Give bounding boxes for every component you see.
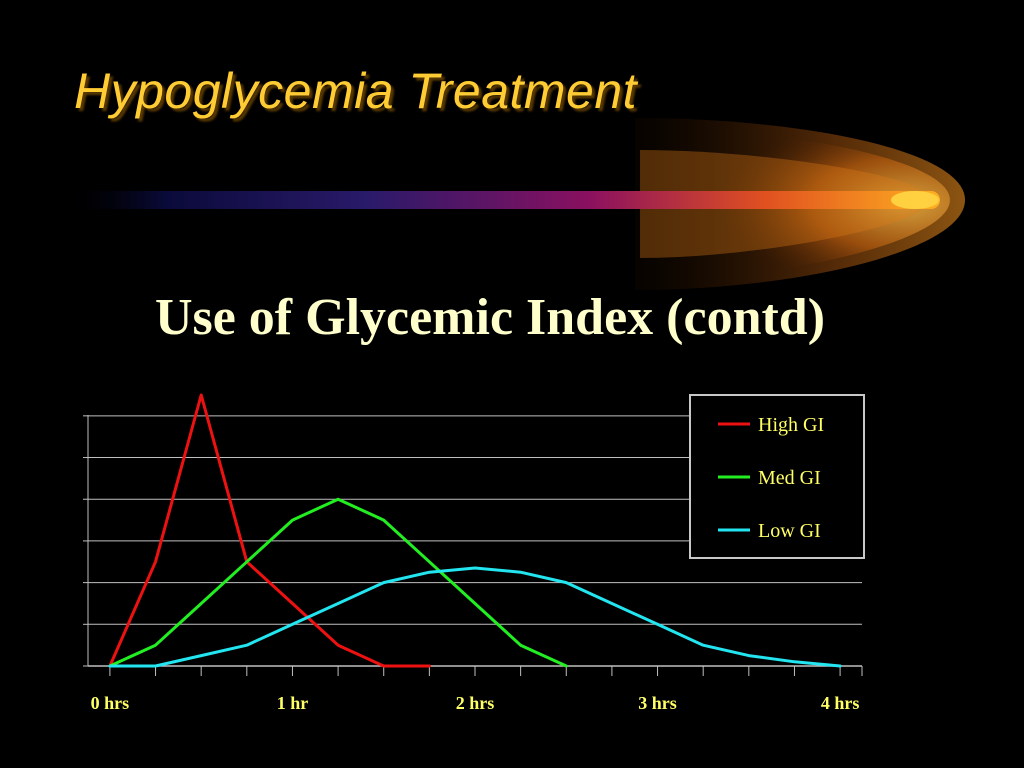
x-tick-label: 1 hr: [277, 693, 309, 713]
series-line-high-gi: [108, 393, 431, 668]
series-lines: [108, 393, 842, 668]
legend-label: Med GI: [758, 467, 821, 489]
comet-core: [891, 191, 939, 209]
slide-title: Hypoglycemia Treatment: [74, 63, 638, 119]
x-tick-labels: 0 hrs 1 hr 2 hrs 3 hrs 4 hrs: [91, 693, 860, 713]
x-tick-label: 3 hrs: [638, 693, 677, 713]
comet-tail: [60, 191, 940, 209]
slide-subtitle: Use of Glycemic Index (contd): [154, 289, 826, 346]
legend-label: Low GI: [758, 520, 821, 542]
legend-label: High GI: [758, 414, 824, 436]
x-tick-label: 4 hrs: [821, 693, 860, 713]
legend: High GI Med GI Low GI: [689, 394, 865, 559]
x-tick-label: 0 hrs: [91, 693, 130, 713]
x-ticks: [109, 666, 863, 676]
comet-decoration: [60, 118, 965, 290]
x-tick-label: 2 hrs: [456, 693, 495, 713]
